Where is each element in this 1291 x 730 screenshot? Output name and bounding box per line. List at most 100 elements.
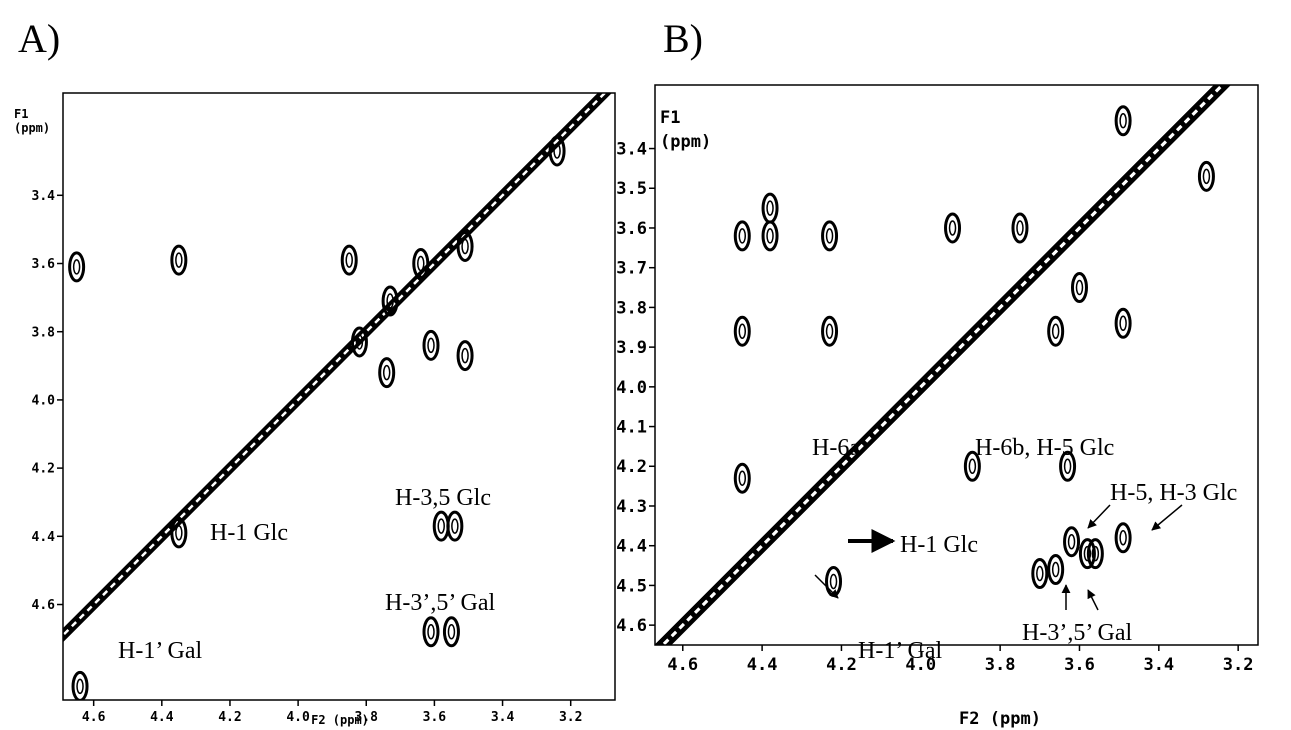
peak-inner <box>738 470 747 486</box>
y-axis-unit: (ppm) <box>660 132 711 152</box>
peak-inner <box>417 255 425 272</box>
y-tick-label: 3.4 <box>616 139 647 159</box>
x-tick-label: 3.4 <box>1143 655 1174 675</box>
peak <box>548 135 566 167</box>
y-tick-label: 3.6 <box>32 257 56 272</box>
peak <box>350 326 368 358</box>
peak-inner <box>447 624 456 640</box>
peak-inner <box>948 220 957 236</box>
peak-inner <box>1051 323 1060 339</box>
x-tick-label: 4.6 <box>667 655 698 675</box>
peak <box>412 248 430 280</box>
peak-inner <box>1091 545 1100 562</box>
annotation: H-3’,5’ Gal <box>385 590 496 616</box>
y-tick-label: 4.4 <box>616 537 647 557</box>
peak <box>446 510 464 542</box>
y-axis-label: F1 <box>14 107 28 121</box>
peak <box>733 315 751 347</box>
x-tick-label: 3.4 <box>491 710 515 725</box>
arrow <box>1087 504 1111 529</box>
peak-inner <box>437 518 445 534</box>
y-tick-label: 3.4 <box>32 189 56 204</box>
y-axis-unit: (ppm) <box>14 121 50 135</box>
diagonal <box>655 85 1231 645</box>
y-tick-label: 3.7 <box>616 259 647 279</box>
peak <box>456 230 474 262</box>
peak-inner <box>76 678 84 695</box>
y-tick-label: 4.0 <box>32 393 56 408</box>
annotation: H-6b, H-5 Glc <box>975 435 1114 461</box>
peak-inner <box>738 228 747 244</box>
peak <box>1114 105 1132 137</box>
annotation: H-6a <box>812 435 860 461</box>
peak-inner <box>1036 565 1044 582</box>
peak-inner <box>1083 545 1092 562</box>
peak <box>381 285 399 317</box>
x-tick-label: 3.2 <box>559 710 582 725</box>
panel-label: B) <box>663 16 703 61</box>
peak <box>340 244 358 276</box>
x-tick-label: 3.8 <box>355 710 379 725</box>
y-tick-label: 4.2 <box>616 457 647 477</box>
peak <box>1063 526 1081 558</box>
peak <box>1059 450 1077 482</box>
peak <box>1197 160 1215 192</box>
peak <box>378 357 396 389</box>
plot-area <box>655 85 1231 645</box>
peak <box>1114 307 1132 339</box>
peak-inner <box>825 228 834 244</box>
x-tick-label: 4.2 <box>826 655 857 675</box>
peak <box>170 517 188 549</box>
y-axis-label: F1 <box>660 108 680 128</box>
peak <box>1011 212 1029 244</box>
peak-inner <box>766 228 774 244</box>
y-tick-label: 4.6 <box>32 598 56 613</box>
peak <box>1070 272 1088 304</box>
peak <box>761 192 779 224</box>
peak-inner <box>766 200 774 216</box>
peak <box>821 315 839 347</box>
x-axis-label: F2 (ppm) <box>311 713 369 727</box>
x-tick-label: 4.2 <box>218 710 241 725</box>
annotation: H-3’,5’ Gal <box>1022 620 1133 646</box>
peak-inner <box>825 323 834 339</box>
plot-area <box>63 93 612 700</box>
x-axis-label: F2 (ppm) <box>959 709 1041 729</box>
peak-inner <box>461 347 469 364</box>
peak-inner <box>427 624 435 640</box>
peak <box>821 220 839 252</box>
peak <box>432 510 450 542</box>
y-tick-label: 3.8 <box>616 298 647 318</box>
arrow <box>1087 589 1099 611</box>
y-tick-label: 3.6 <box>616 219 647 239</box>
peak <box>761 220 779 252</box>
peak <box>442 616 460 648</box>
peak <box>1047 554 1065 586</box>
peak-inner <box>829 573 838 590</box>
peak <box>733 462 751 494</box>
peak-inner <box>1075 279 1084 296</box>
y-tick-label: 4.2 <box>32 462 55 477</box>
peak-inner <box>175 252 183 268</box>
peak <box>1047 315 1065 347</box>
peak-inner <box>1202 168 1211 185</box>
y-tick-label: 3.9 <box>616 338 647 358</box>
y-tick-label: 3.8 <box>32 325 56 340</box>
peak-inner <box>1016 220 1024 236</box>
peak-inner <box>1119 315 1127 332</box>
x-tick-label: 3.6 <box>423 710 447 725</box>
x-tick-label: 4.0 <box>286 710 310 725</box>
annotation: H-1 Glc <box>900 532 978 558</box>
peak-inner <box>427 337 435 354</box>
peak-inner <box>175 525 183 541</box>
arrows <box>814 504 1183 611</box>
y-tick-label: 4.1 <box>616 418 647 438</box>
peak-inner <box>355 334 364 350</box>
x-tick-label: 3.8 <box>985 655 1016 675</box>
diagonal-inner <box>63 93 607 637</box>
peak-inner <box>1119 112 1127 129</box>
x-tick-label: 4.6 <box>82 710 106 725</box>
peak-inner <box>461 238 469 255</box>
annotation: H-5, H-3 Glc <box>1110 480 1237 506</box>
peak <box>170 244 188 276</box>
